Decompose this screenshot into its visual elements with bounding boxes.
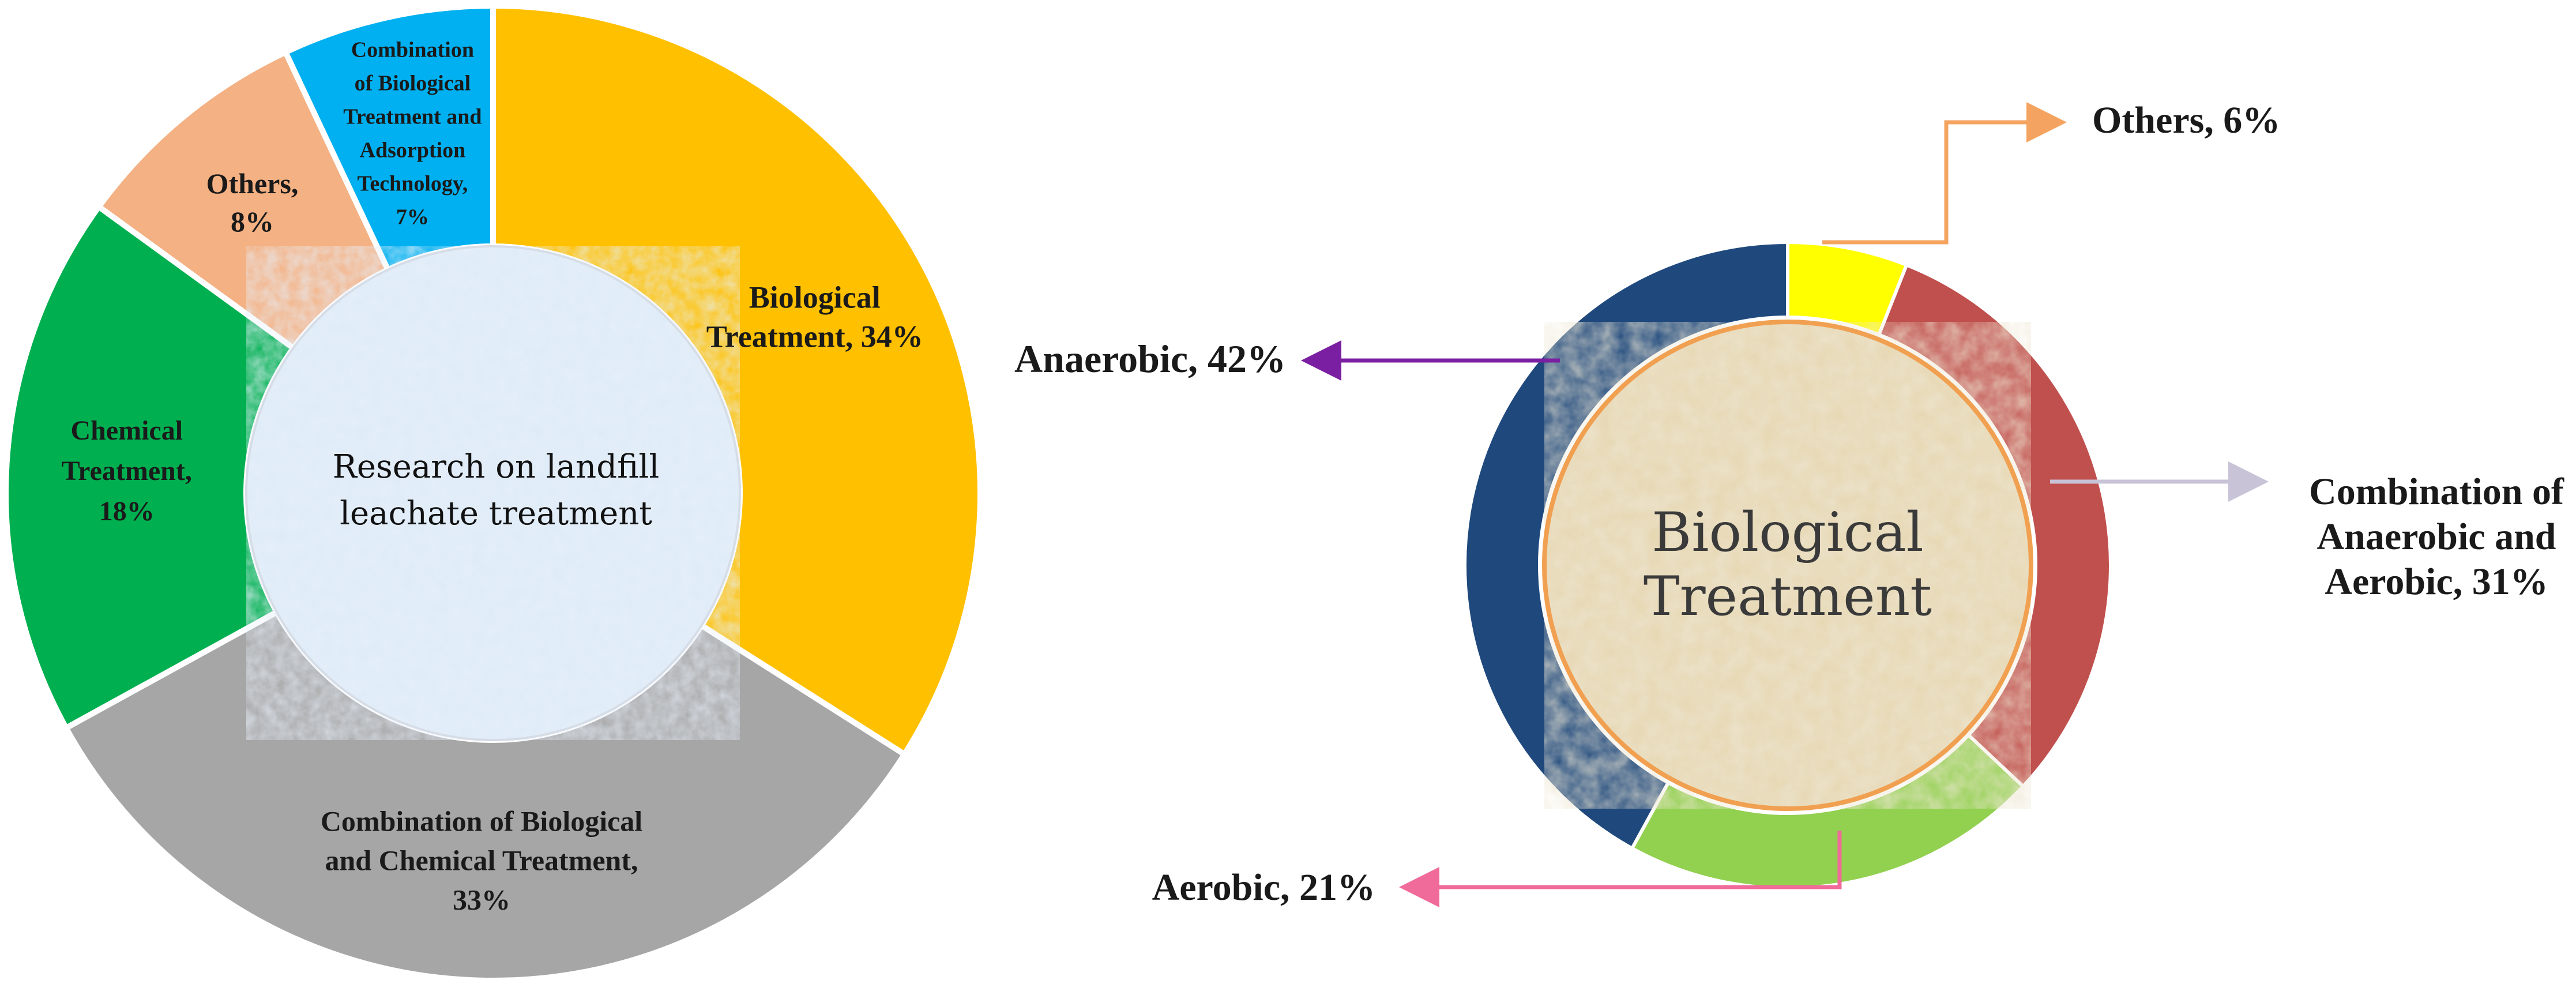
donut1-label-3-line-2: Treatment, [62, 456, 192, 486]
donut1-label-5-line-2: of Biological [355, 72, 471, 96]
donut2-hole-texture [1544, 322, 2031, 809]
donut2-slice-4 [1463, 241, 1789, 850]
donut2-label-4: Anaerobic, 42% [1014, 337, 1286, 381]
donut1-label-1-line-1: Biological [749, 280, 881, 314]
donut-chart-biological: Others, 6%Combination of Anaerobic and Aer… [1014, 99, 2564, 908]
donut1-label-5-line-5: Technology, [357, 172, 468, 196]
donut1-center-line-2: leachate treatment [340, 495, 652, 532]
donut2-label-1-line-1: Others, 6% [2092, 99, 2280, 141]
donut1-label-5-line-6: 7% [396, 205, 429, 230]
donut2-slice-3 [1630, 733, 2025, 890]
donut1-label-2-line-2: and Chemical Treatment, [325, 844, 638, 877]
donut2-hole-rim [1542, 320, 2033, 811]
donut2-label-2-line-1: Combination of [2309, 471, 2564, 513]
donut1-label-3-line-3: 18% [99, 496, 155, 527]
donut2-label-2-line-3: Aerobic, 31% [2325, 561, 2548, 603]
donut1-label-5-line-4: Adsorption [360, 138, 466, 163]
donut1-hole-rim [245, 245, 741, 741]
donut1-label-4-line-2: 8% [231, 205, 274, 238]
donut1-center-label: Research on landfill leachate treatment [300, 404, 692, 577]
donut2-label-3: Aerobic, 21% [1152, 866, 1375, 908]
donut1-hole-texture [246, 246, 740, 740]
donut2-leader-others [1822, 102, 2067, 245]
donut1-label-1-line-2: Treatment, 34% [706, 319, 923, 354]
donut1-label-3: Chemical Treatment, 18% [62, 415, 192, 527]
donut1-label-2-line-3: 33% [453, 884, 510, 916]
donut1-label-2: Combination of Biological and Chemical Tr… [321, 805, 642, 916]
donut1-label-5-line-3: Treatment and [343, 105, 482, 129]
donut2-center-label: Biological Treatment [1615, 473, 1961, 658]
donut1-label-3-line-1: Chemical [70, 415, 183, 446]
donut1-label-1: Biological Treatment, 34% [706, 280, 923, 354]
donut2-label-4-line-1: Anaerobic, 42% [1014, 337, 1286, 381]
donut1-label-5: Combination of Biological Treatment and Ads… [343, 38, 482, 230]
donut2-label-1: Others, 6% [2092, 99, 2280, 141]
donut1-label-2-line-1: Combination of Biological [321, 805, 642, 838]
donut-chart-research: Biological Treatment, 34% Combination of B… [3, 3, 983, 983]
donut1-label-5-line-1: Combination [351, 38, 474, 62]
donut1-center-line-1: Research on landfill [332, 448, 660, 486]
donut1-label-4: Others, 8% [206, 167, 299, 238]
donut2-leader-aerobic [1399, 831, 1842, 907]
donut2-label-2-line-2: Anaerobic and [2316, 516, 2556, 558]
donut2-center-line-1: Biological [1652, 501, 1924, 565]
donut2-center-line-2: Treatment [1643, 565, 1932, 628]
donut1-label-4-line-1: Others, [206, 167, 299, 200]
donut2-label-2: Combination of Anaerobic and Aerobic, 31% [2309, 471, 2564, 603]
donut2-slice-2 [1877, 263, 2112, 789]
donut2-label-3-line-1: Aerobic, 21% [1152, 866, 1375, 908]
